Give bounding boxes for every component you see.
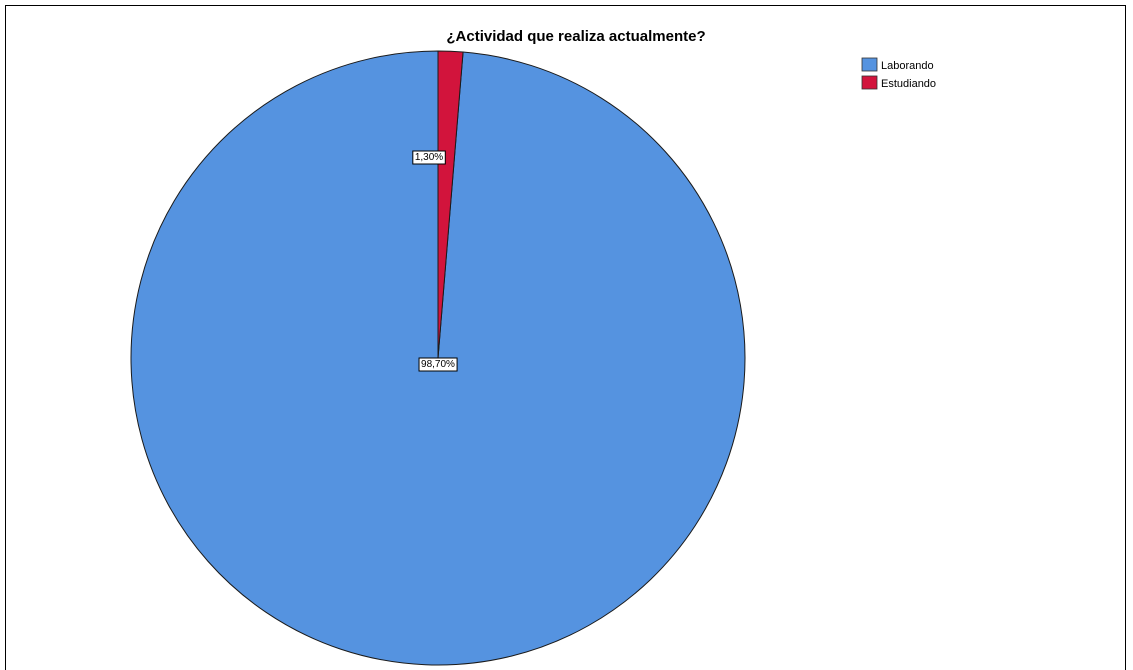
data-labels: 98,70% 1,30% [412, 150, 458, 372]
chart-title: ¿Actividad que realiza actualmente? [446, 28, 705, 45]
legend-label-laborando: Laborando [881, 60, 934, 72]
data-label-laborando: 98,70% [418, 357, 458, 372]
data-label-text-estudiando: 1,30% [415, 152, 443, 163]
legend-swatch-estudiando [861, 75, 878, 90]
data-label-box-estudiando [412, 150, 446, 165]
data-label-estudiando: 1,30% [412, 150, 446, 165]
legend: Laborando Estudiando [861, 57, 936, 90]
legend-item-laborando: Laborando [861, 57, 934, 72]
data-label-box-laborando [418, 357, 458, 372]
legend-swatch-laborando [861, 57, 878, 72]
legend-item-estudiando: Estudiando [861, 75, 936, 90]
pie-slice-estudiando [437, 50, 464, 359]
legend-label-estudiando: Estudiando [881, 78, 936, 90]
data-label-text-laborando: 98,70% [421, 359, 455, 370]
